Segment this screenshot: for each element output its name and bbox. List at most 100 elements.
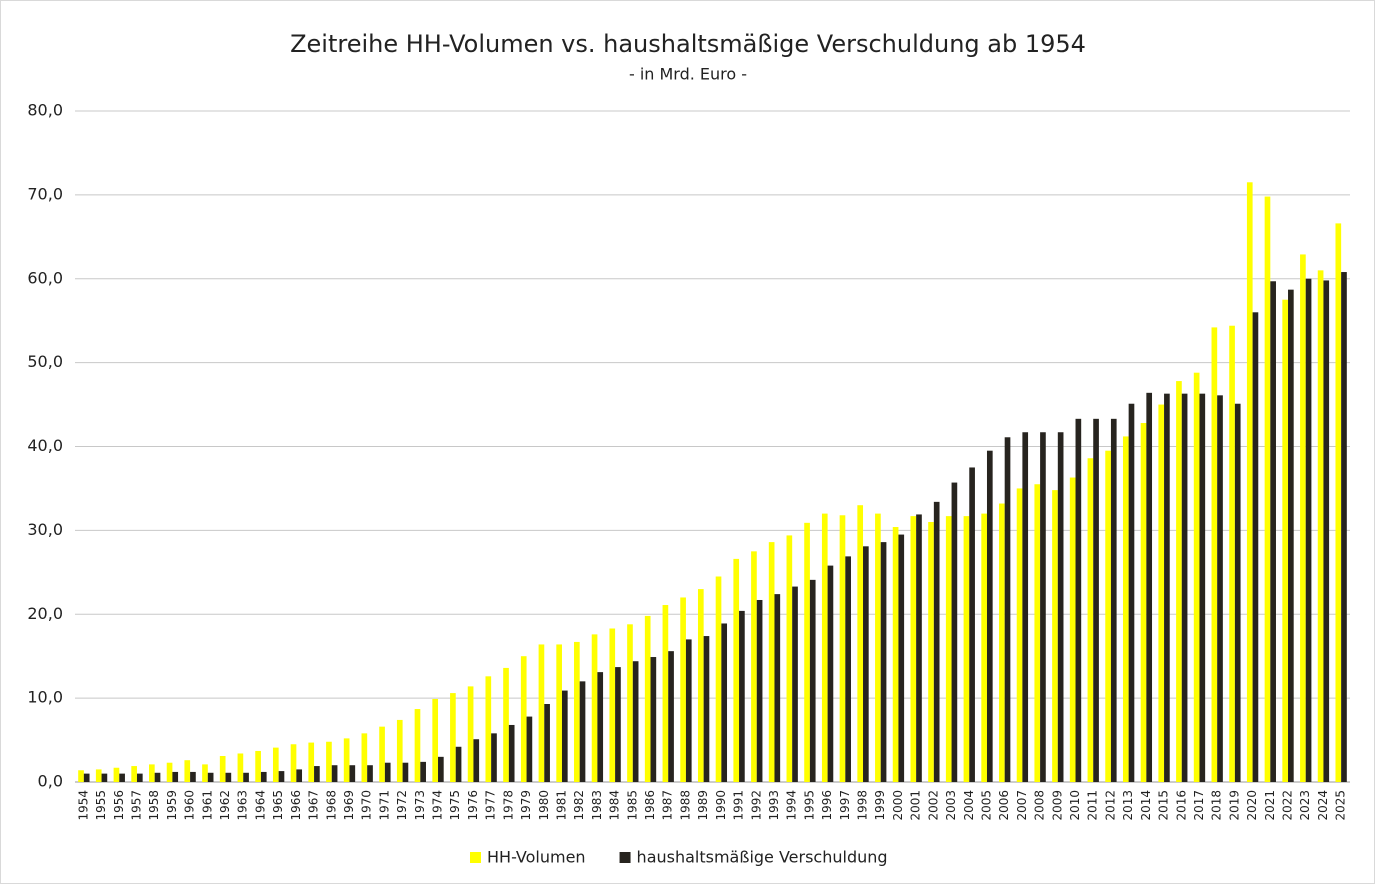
y-tick-label: 70,0 bbox=[27, 184, 63, 203]
x-tick-label: 1979 bbox=[519, 790, 533, 821]
bar bbox=[969, 467, 975, 782]
bar bbox=[951, 482, 958, 782]
bar bbox=[396, 719, 403, 782]
bar bbox=[1128, 403, 1135, 782]
x-tick-label: 2002 bbox=[926, 790, 940, 821]
bar bbox=[739, 610, 745, 782]
bar bbox=[1146, 392, 1153, 782]
bar bbox=[1087, 458, 1094, 782]
legend-label: HH-Volumen bbox=[487, 848, 586, 867]
x-tick-label: 1980 bbox=[537, 790, 551, 821]
x-tick-label: 2000 bbox=[891, 790, 905, 821]
legend-swatch bbox=[470, 852, 481, 863]
bar bbox=[526, 716, 533, 782]
bar bbox=[1069, 477, 1076, 782]
x-tick-label: 2004 bbox=[962, 790, 976, 821]
x-tick-label: 2017 bbox=[1192, 790, 1206, 821]
x-tick-label: 1968 bbox=[324, 790, 338, 821]
bar bbox=[1264, 196, 1271, 783]
x-tick-label: 2001 bbox=[909, 790, 923, 821]
bar bbox=[308, 742, 315, 782]
x-tick-label: 1997 bbox=[838, 790, 852, 821]
bar bbox=[154, 772, 161, 782]
y-tick-label: 80,0 bbox=[27, 101, 63, 120]
bar bbox=[892, 527, 899, 782]
bar bbox=[1199, 393, 1206, 782]
x-tick-label: 2011 bbox=[1086, 790, 1100, 821]
bar bbox=[1335, 223, 1342, 782]
x-tick-label: 1967 bbox=[307, 790, 321, 821]
bar bbox=[349, 765, 356, 782]
y-tick-label: 60,0 bbox=[27, 268, 63, 287]
bar bbox=[768, 542, 775, 782]
bar bbox=[450, 693, 456, 782]
bar bbox=[910, 516, 917, 782]
bar bbox=[703, 636, 710, 782]
bar bbox=[290, 744, 297, 782]
x-tick-label: 1992 bbox=[749, 790, 763, 821]
bar bbox=[384, 762, 391, 782]
bar bbox=[751, 551, 757, 782]
bar bbox=[880, 542, 887, 782]
bar bbox=[1140, 423, 1147, 782]
bar bbox=[1181, 393, 1188, 782]
bar bbox=[78, 770, 84, 782]
x-tick-label: 2019 bbox=[1227, 790, 1241, 821]
x-tick-label: 2014 bbox=[1139, 790, 1153, 821]
bar bbox=[999, 503, 1005, 782]
x-tick-label: 1974 bbox=[431, 790, 445, 821]
x-tick-label: 1971 bbox=[377, 790, 391, 821]
bar bbox=[467, 686, 474, 782]
bar bbox=[898, 534, 905, 782]
bar bbox=[574, 641, 580, 782]
bar bbox=[367, 765, 373, 782]
x-tick-label: 2018 bbox=[1210, 790, 1224, 821]
bar bbox=[1164, 393, 1170, 782]
bar bbox=[680, 597, 686, 782]
bar bbox=[786, 535, 793, 782]
x-tick-label: 2007 bbox=[1015, 790, 1029, 821]
bar bbox=[733, 558, 740, 782]
x-tick-label: 1996 bbox=[820, 790, 834, 821]
bar bbox=[1016, 488, 1023, 782]
bar bbox=[485, 676, 492, 782]
bar bbox=[379, 726, 385, 782]
bar bbox=[113, 767, 120, 782]
x-tick-label: 1962 bbox=[218, 790, 232, 821]
x-tick-label: 1966 bbox=[289, 790, 303, 821]
bar bbox=[207, 772, 214, 782]
bar bbox=[272, 747, 279, 782]
bar bbox=[627, 624, 633, 782]
bar bbox=[839, 515, 846, 782]
bar bbox=[1317, 270, 1324, 782]
bar bbox=[326, 741, 332, 782]
bar bbox=[579, 681, 586, 782]
y-tick-label: 10,0 bbox=[27, 688, 63, 707]
x-tick-label: 1988 bbox=[678, 790, 692, 821]
x-tick-label: 2016 bbox=[1174, 790, 1188, 821]
bar bbox=[685, 639, 692, 782]
bar bbox=[260, 771, 267, 782]
x-tick-label: 1978 bbox=[501, 790, 515, 821]
bar bbox=[414, 709, 421, 782]
x-tick-label: 1994 bbox=[785, 790, 799, 821]
bar bbox=[963, 516, 970, 782]
bar bbox=[632, 661, 639, 782]
x-tick-label: 1990 bbox=[714, 790, 728, 821]
x-tick-label: 1969 bbox=[342, 790, 356, 821]
x-tick-label: 1970 bbox=[360, 790, 374, 821]
bar bbox=[615, 667, 621, 782]
legend-label: haushaltsmäßige Verschuldung bbox=[637, 848, 888, 867]
x-tick-label: 1983 bbox=[590, 790, 604, 821]
bar bbox=[438, 756, 444, 782]
bar bbox=[1234, 403, 1241, 782]
x-tick-label: 1998 bbox=[856, 790, 870, 821]
bar bbox=[597, 672, 604, 782]
x-tick-label: 1991 bbox=[732, 790, 746, 821]
bar bbox=[928, 521, 934, 782]
bar bbox=[1075, 418, 1082, 782]
bar bbox=[650, 657, 657, 782]
x-tick-label: 1964 bbox=[253, 790, 267, 821]
bar bbox=[756, 599, 763, 782]
